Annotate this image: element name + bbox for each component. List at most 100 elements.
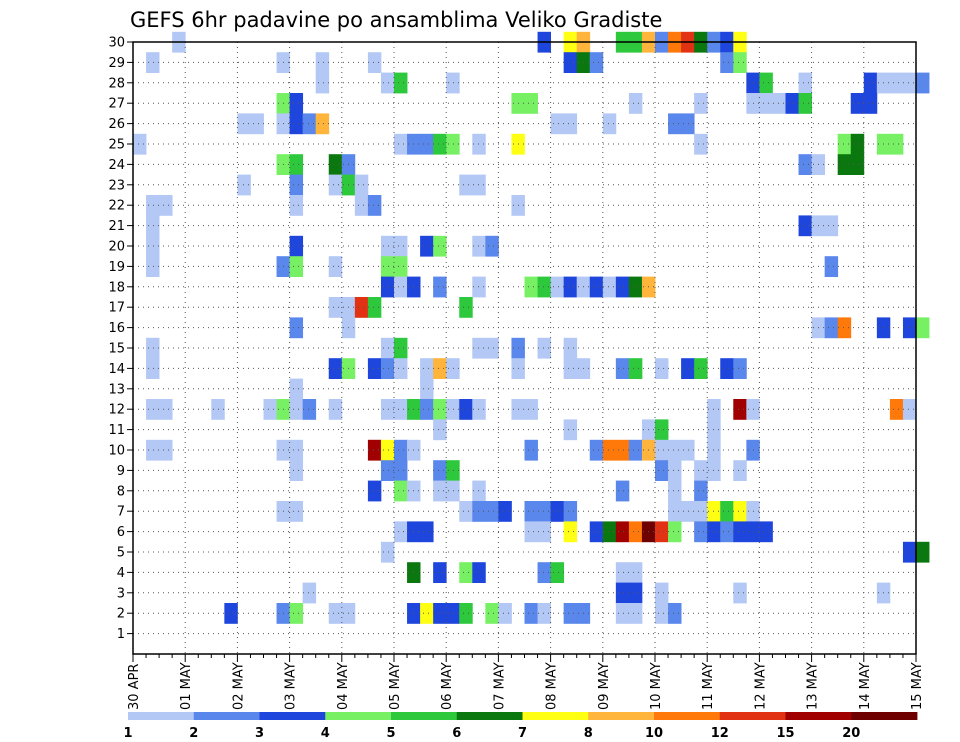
precip-cell (446, 72, 460, 94)
precip-cell (420, 603, 434, 624)
precip-cell (837, 133, 852, 155)
precip-cell (394, 460, 408, 481)
precip-cell (433, 419, 447, 441)
precip-cell (655, 419, 669, 441)
precip-cell (302, 113, 317, 135)
precip-cell (589, 521, 604, 543)
precip-cell (394, 235, 408, 257)
x-tick-label: 14 MAY (858, 662, 873, 710)
precip-cell (694, 93, 708, 114)
precip-cell (628, 358, 643, 379)
precip-cell (772, 93, 786, 114)
precip-cell (720, 52, 734, 73)
precip-cell (289, 195, 304, 216)
precip-cell (628, 93, 643, 114)
precip-cell (237, 113, 251, 135)
precip-cell (146, 52, 160, 73)
y-tick-label: 12 (108, 403, 125, 418)
precip-cell (537, 521, 551, 543)
precip-cell (472, 399, 486, 420)
precip-cell (289, 378, 304, 400)
y-tick-label: 30 (108, 36, 125, 51)
precip-cell (289, 439, 304, 461)
precip-cell (537, 337, 551, 359)
precip-cell (655, 521, 669, 543)
y-tick-label: 17 (108, 301, 125, 316)
precip-cell (889, 72, 904, 94)
precip-cell (720, 358, 734, 379)
precip-cell (524, 93, 538, 114)
precip-cell (798, 93, 812, 114)
precip-cell (380, 337, 395, 359)
x-tick-label: 09 MAY (597, 662, 612, 710)
precip-cell (472, 480, 486, 502)
precip-cell (655, 460, 669, 481)
precip-cell (380, 276, 395, 298)
precip-cell (694, 358, 708, 379)
precip-cell (485, 337, 499, 359)
x-tick-label: 13 MAY (806, 662, 821, 710)
colorbar-swatch (851, 712, 918, 720)
colorbar-label: 5 (386, 726, 395, 741)
precip-cell (367, 439, 382, 461)
precip-cell (589, 439, 604, 461)
precip-cell (380, 256, 395, 277)
precip-cell (563, 358, 578, 379)
precip-cell (159, 399, 173, 420)
y-tick-label: 16 (108, 321, 125, 336)
precip-cell (394, 133, 408, 155)
y-tick-label: 23 (108, 178, 125, 193)
colorbar-swatch (522, 712, 589, 720)
precip-cell (472, 501, 486, 522)
precip-cell (328, 358, 343, 379)
y-tick-label: 14 (108, 362, 125, 377)
colorbar-swatch (128, 712, 195, 720)
precip-cell (263, 399, 277, 420)
precip-cell (433, 460, 447, 481)
precip-cell (902, 72, 917, 94)
precip-cell (655, 582, 669, 604)
precip-cell (668, 439, 682, 461)
precip-cell (380, 439, 395, 461)
precip-cell (367, 358, 382, 379)
precip-cell (289, 501, 304, 522)
precip-cell (394, 337, 408, 359)
precip-cell (146, 235, 160, 257)
x-tick-label: 11 MAY (701, 662, 716, 710)
colorbar-label: 2 (189, 726, 198, 741)
precip-cell (733, 521, 747, 543)
precip-cell (902, 317, 917, 339)
precip-cell (720, 521, 734, 543)
precip-cell (694, 460, 708, 481)
precip-cell (367, 297, 382, 318)
precip-cell (524, 399, 538, 420)
colorbar-swatch (719, 712, 786, 720)
precip-cell (589, 52, 604, 73)
precip-cell (289, 235, 304, 257)
precip-cell (733, 460, 747, 481)
precip-cell (433, 235, 447, 257)
precip-cell (472, 235, 486, 257)
precip-cell (615, 521, 630, 543)
precip-cell (250, 113, 264, 135)
colorbar-label: 8 (584, 726, 593, 741)
y-tick-label: 27 (108, 97, 125, 112)
precip-cell (615, 358, 630, 379)
precip-cell (302, 399, 317, 420)
precip-cell (615, 480, 630, 502)
precip-cell (563, 337, 578, 359)
precip-cell (420, 521, 434, 543)
precip-cell (733, 399, 747, 420)
y-tick-label: 22 (108, 199, 125, 214)
precip-cell (289, 460, 304, 481)
precip-cell (446, 133, 460, 155)
precip-cell (328, 154, 343, 175)
precip-cell (850, 93, 865, 114)
x-tick-label: 06 MAY (440, 662, 455, 710)
precip-cell (602, 521, 617, 543)
precip-cell (681, 358, 695, 379)
y-tick-label: 2 (117, 607, 125, 622)
precip-cell (289, 154, 304, 175)
precip-cell (433, 358, 447, 379)
precip-cell (446, 480, 460, 502)
